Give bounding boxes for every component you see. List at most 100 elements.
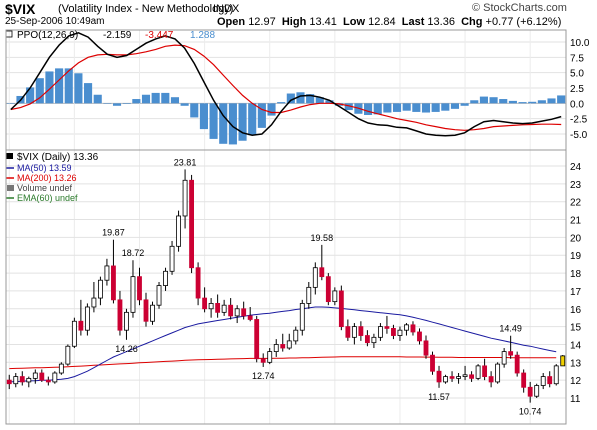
ppo-hist-bar	[441, 103, 450, 111]
ppo-hist-bar	[132, 99, 141, 104]
candle-body	[417, 331, 422, 342]
candle-body	[163, 270, 168, 286]
high-value: 13.41	[309, 16, 337, 28]
candle-body	[45, 379, 51, 383]
ppo-tick-label: 0.0	[570, 99, 584, 110]
high-label: High	[281, 16, 307, 28]
price-tick-label: 22	[570, 198, 582, 209]
candle-body	[449, 376, 455, 379]
panel-frames	[5, 29, 567, 425]
candle-body	[430, 354, 435, 372]
candle-body	[514, 354, 520, 374]
candle-body	[91, 297, 97, 308]
price-tick-label: 18	[570, 269, 582, 280]
candle-body	[312, 267, 318, 288]
ppo-tick-label: -2.5	[570, 115, 588, 126]
candle-body	[247, 315, 253, 320]
ppo-hist-bar	[64, 68, 73, 104]
ma50-line	[9, 306, 557, 383]
ppo-hist-bar	[373, 103, 382, 115]
price-tick-label: 21	[570, 216, 582, 227]
ppo-tick-label: 2.5	[570, 84, 584, 95]
ppo-hist-bar	[431, 103, 440, 112]
candle-body	[488, 376, 494, 383]
price-tick-label: 11	[570, 394, 581, 405]
ma200-line	[9, 356, 557, 370]
candle-body	[527, 386, 533, 397]
ppo-hist-bar	[508, 100, 517, 104]
ppo-hist-bar	[557, 95, 566, 104]
candle-body	[325, 276, 331, 303]
candle-body	[397, 329, 403, 336]
candle-body	[540, 376, 546, 386]
price-tick-label: 20	[570, 233, 582, 244]
main-legend-text: $VIX (Daily) 13.36	[17, 152, 99, 163]
last-value: 13.36	[427, 16, 455, 28]
price-tick-label: 12	[570, 376, 582, 387]
price-annotation: 23.81	[174, 157, 197, 167]
ppo-hist-bar	[103, 103, 112, 104]
candle-body	[364, 335, 370, 344]
candle-body	[6, 379, 12, 385]
open-value: 12.97	[248, 16, 276, 28]
ppo-hist-bar	[55, 68, 64, 104]
price-annotation: 10.74	[519, 407, 542, 417]
ppo-hist-bar	[84, 83, 93, 104]
ppo-hist-bar	[248, 103, 257, 136]
ppo-hist-bar	[325, 100, 334, 104]
candle-body	[501, 351, 507, 365]
ppo-hist-bar	[315, 97, 324, 104]
ma50-legend-text: MA(50) 13.59	[17, 163, 72, 173]
price-annotation: 11.57	[428, 392, 450, 402]
ppo-hist-bar	[296, 92, 305, 104]
candle-body	[404, 324, 409, 331]
ppo-hist-bar	[161, 92, 170, 104]
candle-body	[189, 179, 194, 269]
ppo-hist-bar	[45, 71, 54, 104]
hist-legend-value: 1.288	[190, 30, 215, 41]
candle-body	[71, 320, 77, 347]
candle-body	[137, 276, 142, 301]
candle-body	[443, 376, 448, 383]
candle-body	[234, 308, 240, 317]
price-annotation: 12.74	[252, 371, 275, 381]
candle-body	[267, 351, 273, 363]
price-tick-label: 13	[570, 358, 582, 369]
price-grid	[6, 150, 566, 424]
ppo-hist-bar	[170, 97, 180, 104]
candle-body	[534, 385, 540, 397]
ppo-histogram	[6, 68, 566, 145]
low-value: 12.84	[368, 16, 396, 28]
price-tick-label: 17	[570, 287, 582, 298]
ppo-hist-bar	[421, 103, 431, 113]
ppo-hist-bar	[151, 92, 160, 104]
candle-body	[423, 340, 429, 356]
candle-body	[410, 324, 416, 333]
price-frame	[5, 149, 567, 425]
last-label: Last	[401, 16, 425, 28]
candle-body	[436, 370, 442, 383]
candle-body	[345, 326, 351, 338]
candle-body	[293, 329, 299, 342]
candle-body	[384, 326, 390, 329]
ppo-hist-bar	[112, 103, 122, 106]
ppo-tick-label: 7.5	[570, 53, 584, 64]
candle-body	[469, 374, 475, 379]
ppo-line	[10, 31, 562, 137]
ppo-hist-bar	[450, 103, 460, 109]
price-annotation: 14.26	[115, 344, 138, 354]
candle-body	[371, 336, 377, 344]
ppo-hist-bar	[26, 87, 35, 104]
candle-body	[462, 374, 468, 377]
candle-body	[215, 303, 221, 313]
candle-body	[280, 344, 286, 349]
candle-body	[117, 299, 123, 331]
ppo-hist-bar	[93, 94, 102, 104]
candle-body	[111, 265, 116, 301]
last-candle	[560, 355, 566, 367]
candle-body	[98, 279, 103, 299]
candle-body	[319, 267, 325, 278]
ppo-legend: PPO(12,26,9) -2.159 -3.447 1.288	[5, 30, 215, 41]
candle-body	[78, 320, 84, 331]
candle-body	[19, 376, 25, 383]
